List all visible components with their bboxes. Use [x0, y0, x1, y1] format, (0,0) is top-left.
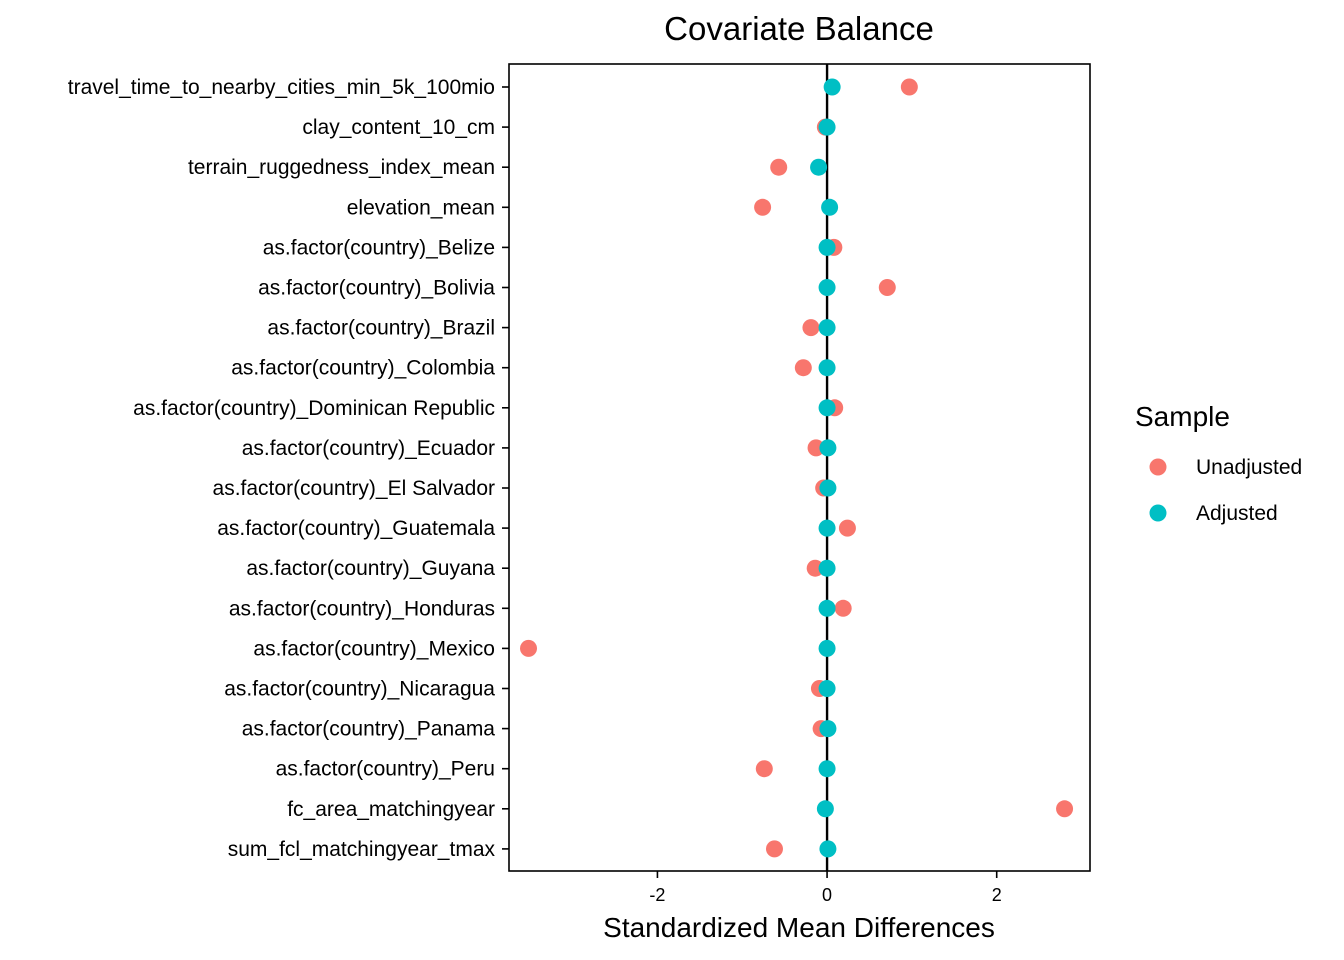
point-unadjusted: [807, 439, 825, 457]
point-unadjusted: [754, 198, 772, 216]
point-unadjusted: [838, 519, 856, 537]
y-tick-label: as.factor(country)_Bolivia: [258, 277, 495, 300]
x-axis-ticks: -2 0 2: [649, 871, 1002, 905]
point-adjusted: [818, 399, 836, 417]
y-axis-category-labels: travel_time_to_nearby_cities_min_5k_100m…: [68, 76, 496, 861]
point-adjusted: [818, 118, 836, 136]
y-tick-label: fc_area_matchingyear: [287, 798, 495, 821]
legend-label-adjusted: Adjusted: [1196, 502, 1278, 525]
legend: Sample Unadjusted Adjusted: [1135, 401, 1302, 525]
point-adjusted: [818, 319, 836, 337]
point-adjusted: [818, 599, 836, 617]
y-tick-label: elevation_mean: [347, 196, 495, 219]
point-unadjusted: [520, 639, 538, 657]
point-unadjusted: [806, 559, 824, 577]
legend-title: Sample: [1135, 401, 1230, 432]
chart-title: Covariate Balance: [664, 10, 934, 47]
point-adjusted: [819, 720, 837, 738]
legend-label-unadjusted: Unadjusted: [1196, 456, 1302, 479]
y-tick-label: clay_content_10_cm: [302, 116, 495, 139]
y-tick-label: as.factor(country)_Panama: [242, 718, 496, 741]
point-unadjusted: [834, 599, 852, 617]
point-unadjusted: [755, 760, 773, 778]
point-unadjusted: [765, 840, 783, 858]
point-adjusted: [818, 359, 836, 377]
point-adjusted: [818, 639, 836, 657]
x-tick-label: -2: [649, 885, 665, 905]
y-tick-label: travel_time_to_nearby_cities_min_5k_100m…: [68, 76, 495, 99]
y-tick-label: as.factor(country)_Honduras: [229, 597, 495, 620]
point-adjusted: [818, 680, 836, 697]
y-tick-label: as.factor(country)_Mexico: [253, 637, 495, 660]
point-adjusted: [818, 238, 836, 256]
y-tick-label: terrain_ruggedness_index_mean: [188, 156, 495, 179]
point-adjusted: [823, 78, 841, 96]
y-tick-label: as.factor(country)_Nicaragua: [224, 678, 495, 701]
legend-key-adjusted: [1149, 504, 1167, 522]
y-tick-label: as.factor(country)_Peru: [276, 758, 495, 781]
y-tick-label: as.factor(country)_Dominican Republic: [133, 397, 495, 420]
y-tick-label: as.factor(country)_El Salvador: [213, 477, 495, 500]
point-adjusted: [818, 760, 836, 778]
point-unadjusted: [1056, 800, 1074, 818]
legend-key-unadjusted: [1149, 458, 1167, 476]
point-adjusted: [821, 198, 839, 216]
x-tick-label: 2: [992, 885, 1002, 905]
data-points: [520, 78, 1074, 858]
panel-border: [508, 63, 1091, 872]
y-tick-label: as.factor(country)_Belize: [263, 236, 495, 259]
point-adjusted: [819, 840, 837, 858]
point-unadjusted: [770, 158, 788, 176]
point-adjusted: [818, 559, 836, 577]
point-unadjusted: [802, 319, 820, 337]
point-unadjusted: [900, 78, 918, 96]
point-adjusted: [818, 519, 836, 537]
point-adjusted: [810, 158, 828, 176]
point-adjusted: [816, 800, 834, 818]
y-axis-ticks: [502, 86, 509, 850]
point-unadjusted: [794, 359, 812, 377]
point-unadjusted: [878, 279, 896, 296]
y-tick-label: sum_fcl_matchingyear_tmax: [228, 838, 496, 861]
point-adjusted: [819, 479, 837, 497]
y-tick-label: as.factor(country)_Ecuador: [242, 437, 495, 460]
point-adjusted: [818, 279, 836, 296]
point-adjusted: [819, 439, 837, 457]
x-axis-title: Standardized Mean Differences: [603, 912, 995, 943]
legend-items: Unadjusted Adjusted: [1149, 456, 1302, 525]
x-tick-label: 0: [822, 885, 832, 905]
y-tick-label: as.factor(country)_Colombia: [231, 357, 495, 380]
y-tick-label: as.factor(country)_Guyana: [246, 557, 495, 580]
y-tick-label: as.factor(country)_Guatemala: [217, 517, 495, 540]
y-tick-label: as.factor(country)_Brazil: [267, 317, 495, 340]
